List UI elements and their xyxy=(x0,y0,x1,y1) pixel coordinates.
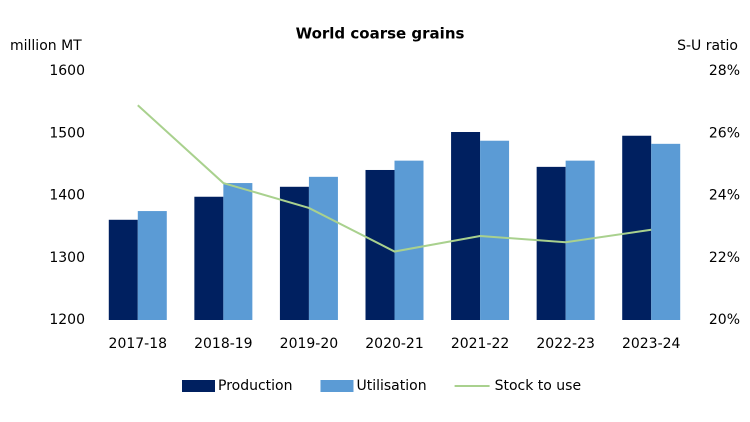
line xyxy=(137,104,652,253)
bar xyxy=(451,132,481,320)
bar xyxy=(137,211,167,320)
bar xyxy=(194,196,224,320)
x-tick-label: 2021-22 xyxy=(451,336,510,352)
x-tick-label: 2022-23 xyxy=(536,336,595,352)
y2-tick-label: 24% xyxy=(709,188,740,204)
bar xyxy=(308,176,338,320)
y-tick-label: 1200 xyxy=(49,312,85,328)
y-tick-label: 1300 xyxy=(49,250,85,266)
bar xyxy=(480,140,510,320)
y2-tick-label: 28% xyxy=(709,63,740,79)
bar xyxy=(279,186,309,320)
bar xyxy=(536,166,566,320)
chart-title: World coarse grains xyxy=(296,25,465,43)
x-tick-label: 2017-18 xyxy=(109,336,168,352)
bar xyxy=(394,160,424,320)
y-tick-label: 1600 xyxy=(49,63,85,79)
x-tick-label: 2020-21 xyxy=(365,336,424,352)
y-axis-label: million MT xyxy=(10,38,82,54)
bar xyxy=(622,135,652,320)
legend-label: Production xyxy=(218,378,292,394)
x-tick-label: 2023-24 xyxy=(622,336,681,352)
bar xyxy=(223,183,253,320)
bar xyxy=(651,143,681,320)
y-tick-label: 1500 xyxy=(49,125,85,141)
y2-tick-label: 22% xyxy=(709,250,740,266)
y2-axis-label: S-U ratio xyxy=(677,38,738,54)
y2-tick-label: 26% xyxy=(709,125,740,141)
y-tick-label: 1400 xyxy=(49,188,85,204)
y2-tick-label: 20% xyxy=(709,312,740,328)
x-tick-label: 2019-20 xyxy=(280,336,339,352)
legend-swatch xyxy=(320,380,354,392)
bar xyxy=(108,219,138,320)
legend-swatch xyxy=(182,380,215,392)
legend-label: Utilisation xyxy=(356,378,426,394)
x-tick-label: 2018-19 xyxy=(194,336,253,352)
legend-label: Stock to use xyxy=(495,378,581,394)
